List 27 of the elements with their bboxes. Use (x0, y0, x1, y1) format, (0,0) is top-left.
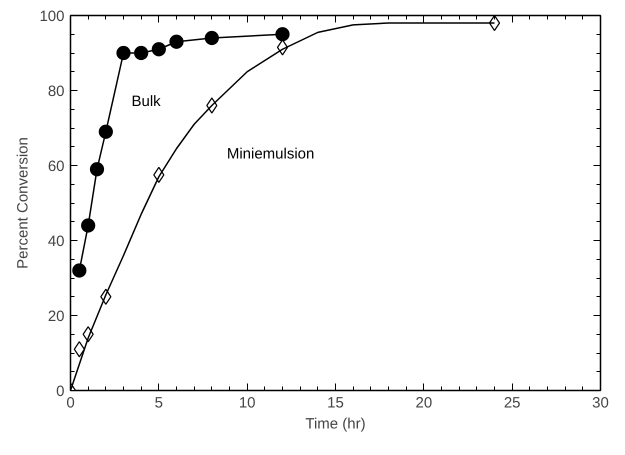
point (169, 34, 184, 49)
x-tick-label: 15 (327, 394, 344, 412)
x-tick-label: 20 (415, 394, 432, 412)
y-tick-label: 80 (48, 83, 65, 100)
x-axis-title: Time (hr) (305, 416, 366, 432)
y-tick-label: 100 (39, 8, 65, 25)
y-axis-title: Percent Conversion (14, 137, 32, 269)
point (134, 46, 148, 60)
y-tick-label: 60 (48, 158, 65, 175)
point (98, 124, 113, 139)
point (204, 30, 219, 46)
point (72, 263, 86, 278)
point (275, 27, 290, 42)
y-tick-label: 0 (56, 383, 64, 400)
x-tick-label: 5 (154, 394, 164, 412)
point (81, 218, 96, 233)
y-tick-label: 40 (48, 233, 65, 250)
point (488, 16, 500, 32)
x-tick-label: 25 (504, 394, 521, 412)
y-tick-label: 20 (48, 308, 65, 325)
text: Miniemulsion (226, 146, 314, 162)
x-tick-label: 10 (238, 394, 256, 412)
x-tick-label: 30 (592, 394, 609, 412)
point (116, 46, 131, 60)
point (90, 162, 104, 176)
series-label: Bulk (132, 93, 162, 110)
point (152, 42, 166, 56)
